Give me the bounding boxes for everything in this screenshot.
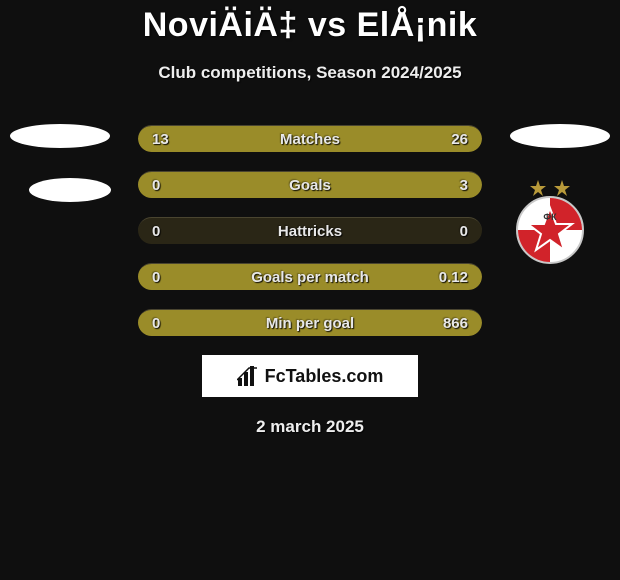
stat-label: Hattricks	[198, 223, 422, 240]
club-logo-text: ФК	[543, 212, 557, 222]
stat-row: 0Goals3	[138, 171, 482, 198]
stat-row: 13Matches26	[138, 125, 482, 152]
right-club-badge-top	[510, 124, 610, 148]
left-club-badge-top	[10, 124, 110, 148]
page-title: NoviÄiÄ‡ vs ElÅ¡nik	[0, 0, 620, 45]
footer-date: 2 march 2025	[0, 417, 620, 437]
stats-table: 13Matches260Goals30Hattricks00Goals per …	[138, 125, 482, 336]
stat-value-left: 0	[138, 223, 198, 240]
brand-name: FcTables.com	[265, 366, 384, 387]
stat-value-right: 866	[422, 315, 482, 332]
stat-value-right: 3	[422, 177, 482, 194]
stat-value-right: 26	[422, 131, 482, 148]
stat-value-left: 0	[138, 269, 198, 286]
brand-box: FcTables.com	[202, 355, 418, 397]
stat-row: 0Goals per match0.12	[138, 263, 482, 290]
stat-label: Min per goal	[198, 315, 422, 332]
left-club-badge-bottom	[29, 178, 111, 202]
bar-chart-icon	[237, 366, 259, 386]
stat-value-right: 0.12	[422, 269, 482, 286]
stat-label: Goals per match	[198, 269, 422, 286]
stat-label: Matches	[198, 131, 422, 148]
stat-row: 0Hattricks0	[138, 217, 482, 244]
stat-value-left: 13	[138, 131, 198, 148]
stat-label: Goals	[198, 177, 422, 194]
stat-value-left: 0	[138, 315, 198, 332]
page-subtitle: Club competitions, Season 2024/2025	[0, 63, 620, 83]
stat-value-left: 0	[138, 177, 198, 194]
stat-value-right: 0	[422, 223, 482, 240]
stat-row: 0Min per goal866	[138, 309, 482, 336]
crvena-zvezda-logo: ФК	[500, 178, 600, 264]
